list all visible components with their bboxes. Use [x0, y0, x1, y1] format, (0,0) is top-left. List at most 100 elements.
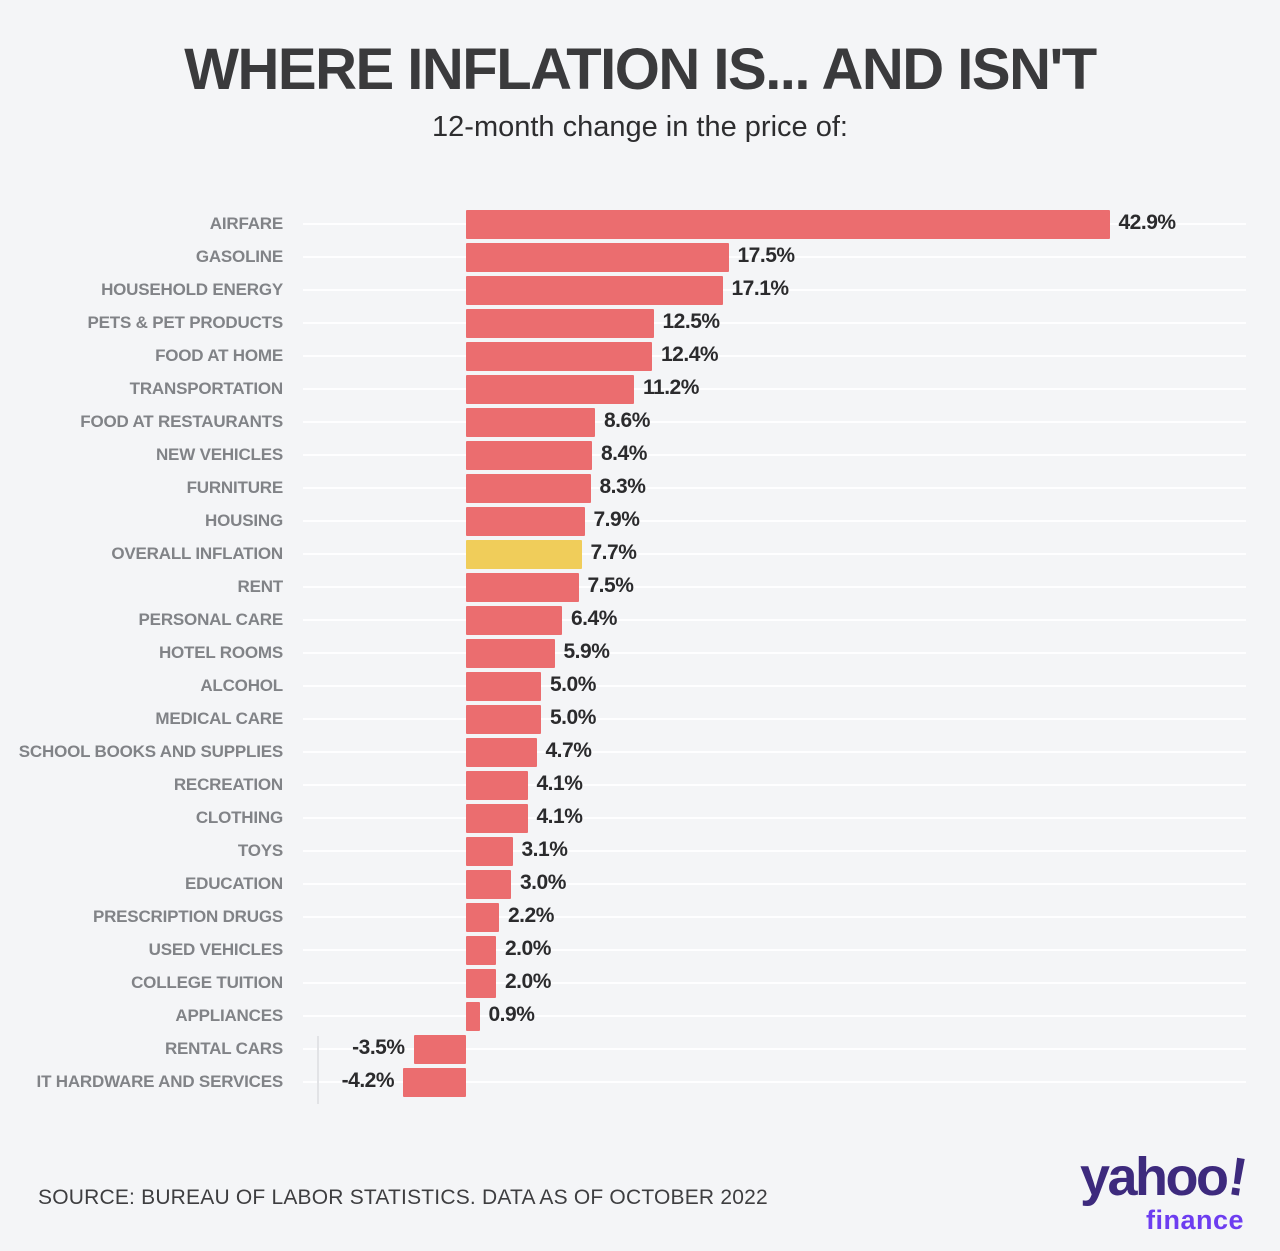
row-gridline — [303, 883, 1246, 885]
row-gridline — [303, 1015, 1246, 1017]
row-gridline — [303, 289, 1246, 291]
bar — [466, 803, 528, 833]
row-gridline — [303, 619, 1246, 621]
bar — [466, 704, 541, 734]
value-label: 17.5% — [737, 244, 796, 267]
bar — [466, 770, 528, 800]
category-label: RENTAL CARS — [164, 1039, 283, 1058]
row-gridline — [303, 916, 1246, 918]
row-gridline — [303, 784, 1246, 786]
value-label: 5.0% — [550, 673, 596, 696]
row-gridline — [303, 322, 1246, 324]
category-label: USED VEHICLES — [148, 940, 284, 959]
category-label: HOUSEHOLD ENERGY — [101, 280, 283, 299]
category-label: RECREATION — [173, 775, 283, 794]
bar — [466, 209, 1110, 239]
value-label: 2.0% — [505, 937, 551, 960]
bar — [466, 539, 582, 569]
value-label: 7.7% — [590, 541, 637, 564]
category-label: OVERALL INFLATION — [111, 544, 283, 563]
row-gridline — [303, 850, 1246, 852]
value-label: 7.9% — [593, 508, 640, 531]
value-label: 2.2% — [508, 904, 554, 927]
bar — [466, 737, 537, 767]
row-gridline — [303, 817, 1246, 819]
category-label: GASOLINE — [195, 247, 283, 266]
chart-subtitle: 12-month change in the price of: — [432, 111, 848, 143]
yahoo-wordmark: yahoo! — [1079, 1146, 1249, 1208]
row-gridline — [303, 949, 1246, 951]
finance-wordmark: finance — [1145, 1205, 1244, 1235]
bar — [466, 638, 555, 668]
value-label: 8.6% — [604, 409, 650, 432]
category-label: NEW VEHICLES — [155, 445, 283, 464]
bar — [466, 506, 585, 536]
category-label: IT HARDWARE AND SERVICES — [36, 1072, 284, 1091]
value-label: -4.2% — [341, 1069, 395, 1092]
axis-tick-line — [317, 1036, 319, 1104]
bar — [466, 869, 511, 899]
row-gridline — [303, 487, 1246, 489]
value-label: 11.2% — [643, 376, 699, 399]
value-label: 8.4% — [601, 442, 647, 465]
yahoo-finance-logo: yahoo! finance — [1079, 1146, 1249, 1236]
chart-title: WHERE INFLATION IS... AND ISN'T — [184, 37, 1097, 102]
value-label: 4.1% — [536, 805, 583, 828]
category-label: FOOD AT HOME — [155, 346, 283, 365]
category-label: FURNITURE — [186, 478, 284, 497]
row-gridline — [303, 751, 1246, 753]
value-label: 3.1% — [521, 838, 568, 861]
bar — [466, 1001, 480, 1031]
row-gridline — [303, 718, 1246, 720]
category-label: MEDICAL CARE — [155, 709, 283, 728]
bar — [466, 473, 591, 503]
category-label: HOUSING — [205, 511, 283, 530]
bar — [466, 242, 729, 272]
category-label: RENT — [237, 577, 284, 596]
bar — [466, 407, 595, 437]
category-label: APPLIANCES — [175, 1006, 283, 1025]
value-label: 8.3% — [599, 475, 646, 498]
category-label: COLLEGE TUITION — [131, 973, 283, 992]
yahoo-text: yahoo — [1079, 1147, 1229, 1207]
value-label: 6.4% — [571, 607, 617, 630]
category-label: PERSONAL CARE — [138, 610, 284, 629]
row-gridline — [303, 355, 1246, 357]
category-label: SCHOOL BOOKS AND SUPPLIES — [18, 742, 283, 761]
category-label: ALCOHOL — [200, 676, 283, 695]
value-label: 4.1% — [536, 772, 583, 795]
category-label: HOTEL ROOMS — [158, 643, 283, 662]
value-label: 0.9% — [488, 1003, 535, 1026]
bar — [466, 902, 499, 932]
row-gridline — [303, 982, 1246, 984]
bar — [466, 605, 562, 635]
value-label: 5.0% — [550, 706, 596, 729]
row-gridline — [303, 520, 1246, 522]
bar — [466, 968, 496, 998]
value-label: 2.0% — [505, 970, 551, 993]
value-label: 3.0% — [520, 871, 566, 894]
category-label: PETS & PET PRODUCTS — [87, 313, 283, 332]
category-label: AIRFARE — [209, 214, 283, 233]
value-label: -3.5% — [352, 1036, 405, 1059]
category-label: EDUCATION — [185, 874, 283, 893]
bar — [466, 836, 513, 866]
bar — [466, 671, 541, 701]
bar — [466, 374, 634, 404]
value-label: 12.4% — [661, 343, 719, 366]
row-gridline — [303, 553, 1246, 555]
row-gridline — [303, 421, 1246, 423]
row-gridline — [303, 586, 1246, 588]
category-label: CLOTHING — [195, 808, 283, 827]
bar — [466, 935, 496, 965]
row-gridline — [303, 256, 1246, 258]
value-label: 4.7% — [545, 739, 592, 762]
row-gridline — [303, 685, 1246, 687]
value-label: 17.1% — [731, 277, 790, 300]
row-gridline — [303, 652, 1246, 654]
category-label: TOYS — [237, 841, 283, 860]
bar — [466, 440, 592, 470]
value-label: 42.9% — [1118, 211, 1177, 234]
